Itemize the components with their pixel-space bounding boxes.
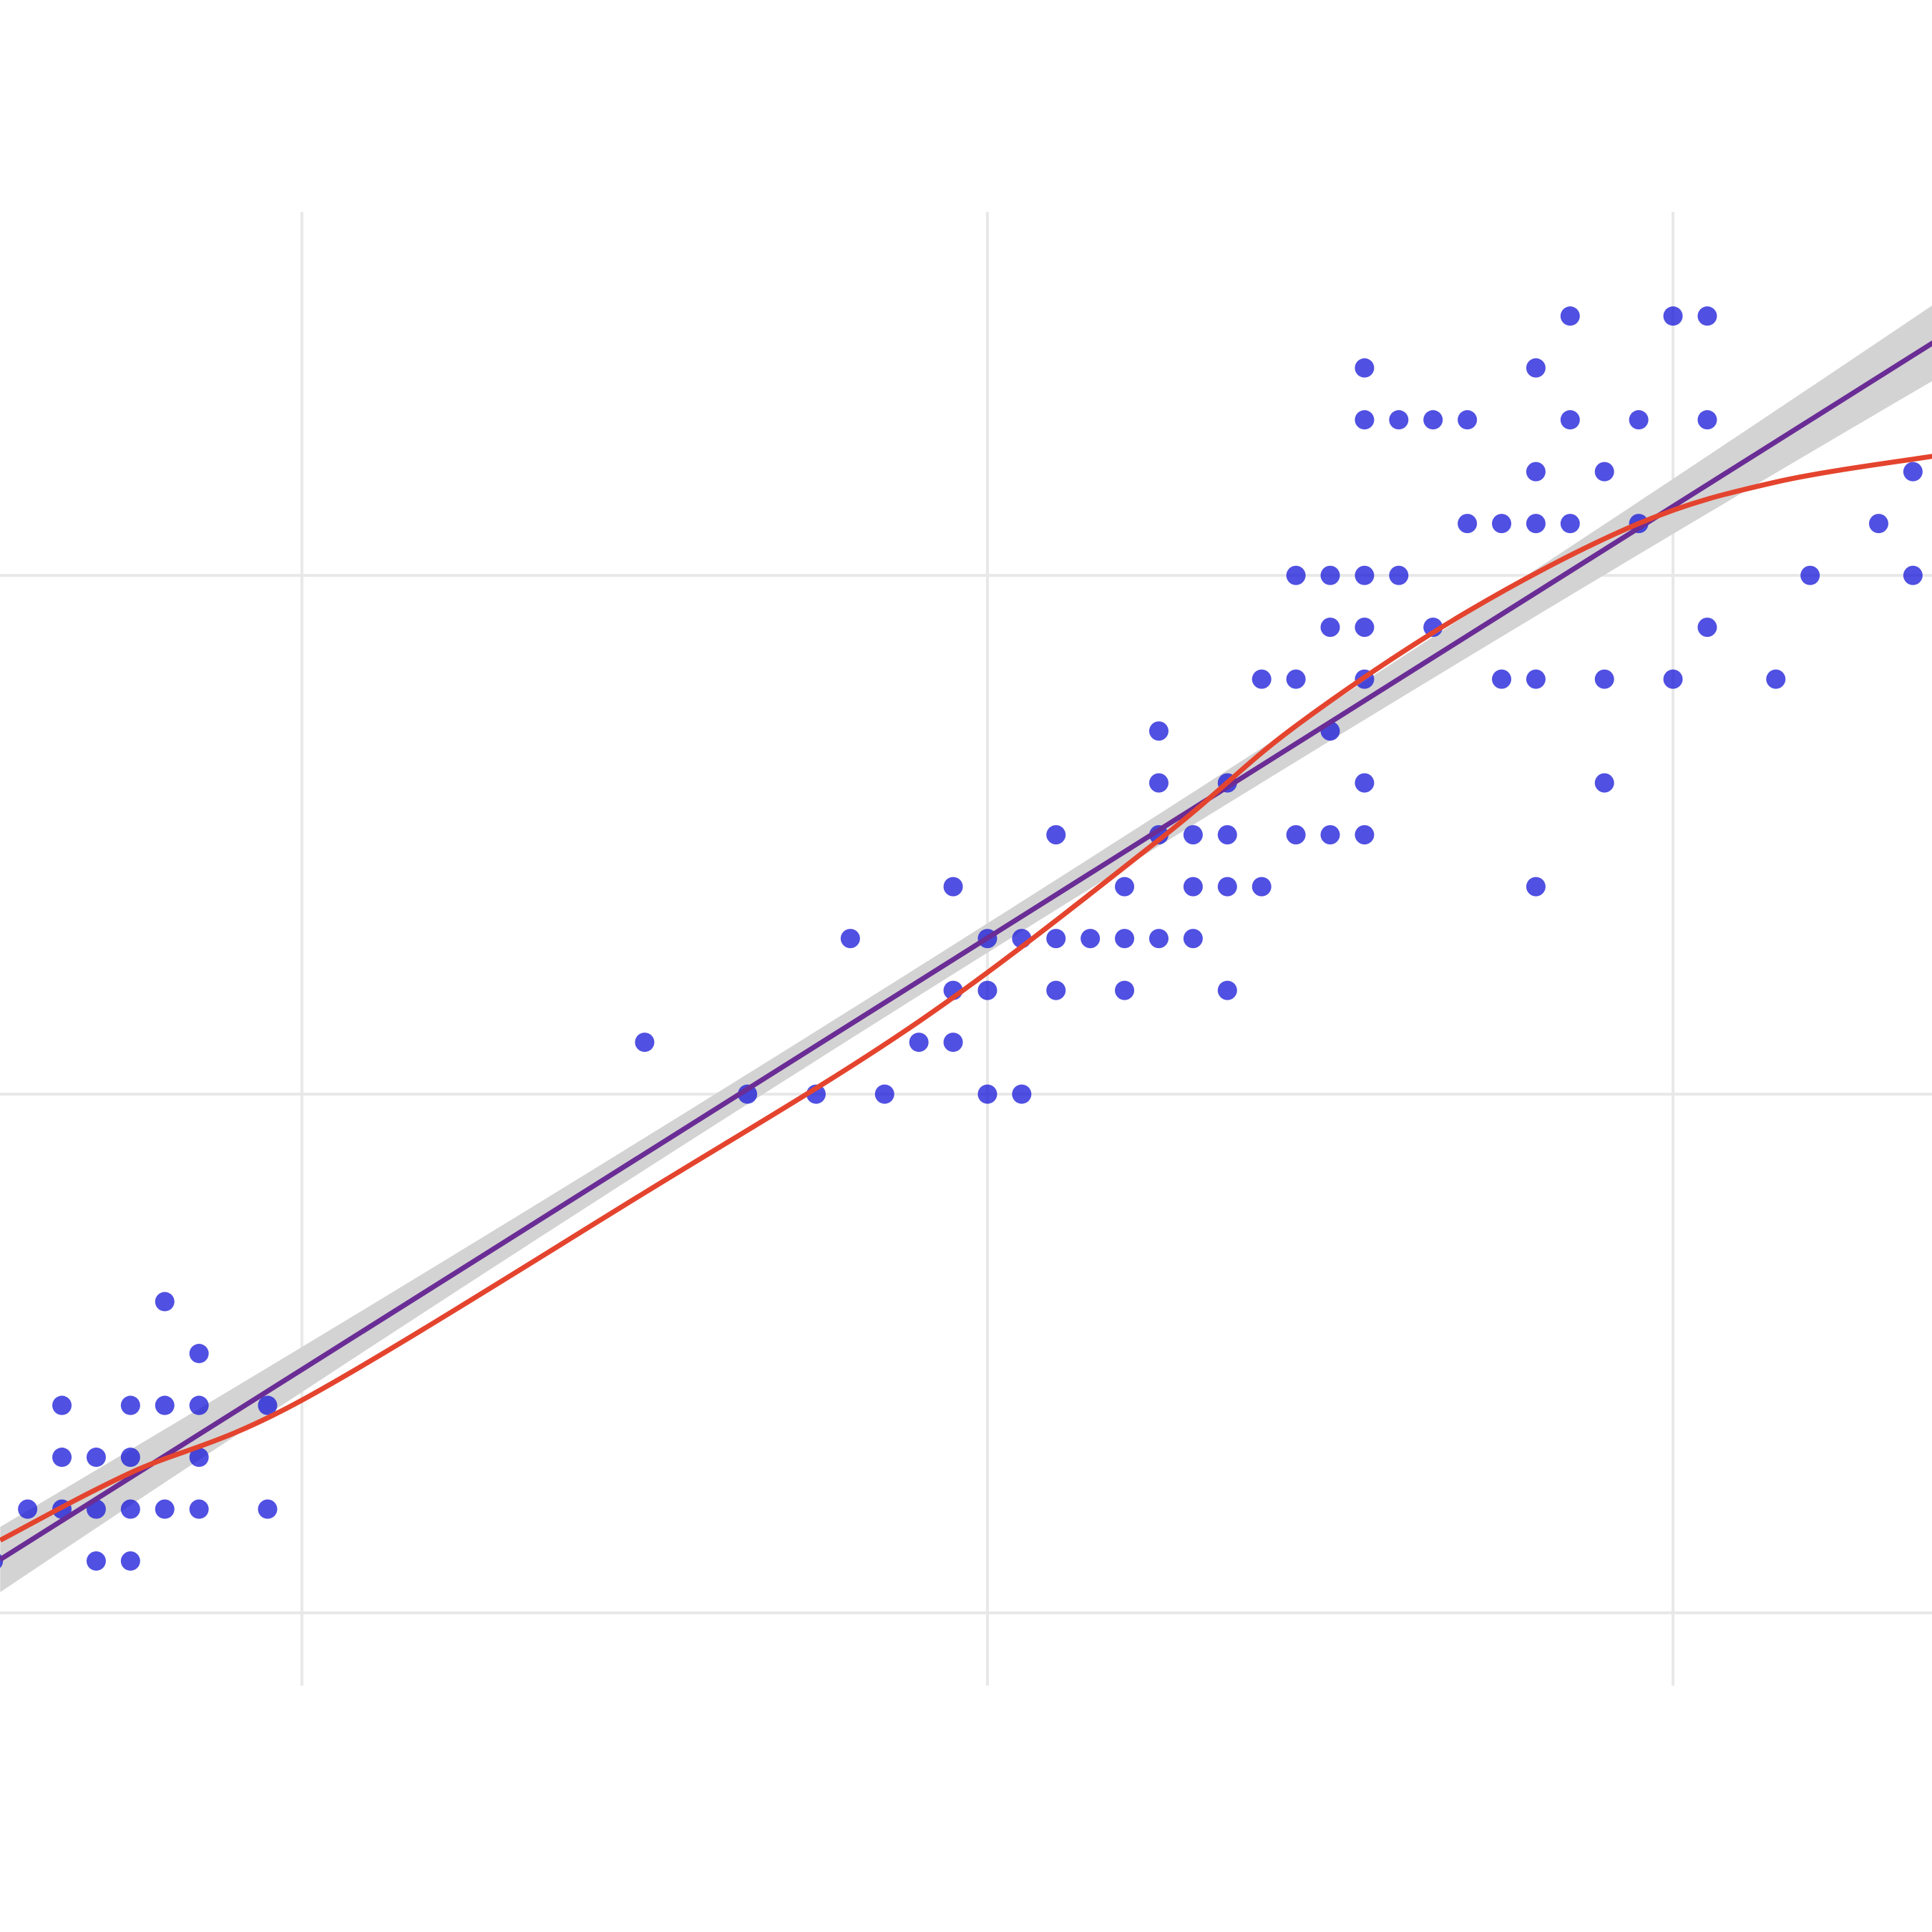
data-point — [1663, 306, 1683, 326]
data-point — [1594, 669, 1614, 689]
data-point — [1046, 980, 1066, 1000]
data-point — [1423, 410, 1443, 430]
data-point — [120, 1551, 140, 1571]
data-point — [120, 1395, 140, 1415]
data-point — [1320, 825, 1340, 845]
data-point — [1663, 669, 1683, 689]
data-point — [1526, 462, 1546, 482]
data-point — [52, 1448, 72, 1468]
data-point — [1115, 980, 1135, 1000]
data-point — [1594, 773, 1614, 793]
data-point — [1766, 669, 1786, 689]
data-point — [189, 1344, 209, 1364]
data-point — [258, 1499, 278, 1519]
data-point — [1526, 877, 1546, 897]
data-point — [1492, 514, 1512, 534]
data-point — [1560, 514, 1580, 534]
data-point — [189, 1448, 209, 1468]
linear-fit-line — [0, 340, 1932, 1562]
data-point — [155, 1499, 175, 1519]
smooth-fit-line — [0, 454, 1932, 1543]
fit-lines — [0, 340, 1932, 1562]
data-point — [1355, 410, 1375, 430]
data-point — [1355, 773, 1375, 793]
data-point — [1389, 565, 1409, 585]
data-point — [1526, 514, 1546, 534]
data-point — [1355, 618, 1375, 638]
data-point — [1492, 669, 1512, 689]
data-point — [1526, 358, 1546, 378]
data-point — [1046, 929, 1066, 949]
data-point — [1355, 825, 1375, 845]
data-point — [977, 1084, 997, 1104]
grid — [0, 212, 1932, 1686]
data-point — [943, 1033, 963, 1053]
data-point — [977, 980, 997, 1000]
data-point — [1148, 721, 1169, 741]
data-point — [1252, 669, 1272, 689]
data-point — [1526, 669, 1546, 689]
data-point — [1080, 929, 1101, 949]
data-point — [1286, 669, 1306, 689]
data-point — [1458, 514, 1478, 534]
data-point — [1286, 565, 1306, 585]
data-point — [1183, 877, 1203, 897]
data-point — [1355, 358, 1375, 378]
data-point — [155, 1292, 175, 1312]
data-point — [18, 1499, 38, 1519]
points — [0, 306, 1923, 1571]
data-point — [1697, 618, 1717, 638]
data-point — [1148, 929, 1169, 949]
data-point — [1355, 565, 1375, 585]
data-point — [1629, 410, 1649, 430]
data-point — [1012, 1084, 1032, 1104]
data-point — [1148, 773, 1169, 793]
data-point — [155, 1395, 175, 1415]
data-point — [120, 1448, 140, 1468]
data-point — [1286, 825, 1306, 845]
confidence-band — [0, 306, 1932, 1592]
data-point — [874, 1084, 894, 1104]
data-point — [1183, 825, 1203, 845]
data-point — [1560, 306, 1580, 326]
data-point — [189, 1395, 209, 1415]
data-point — [1115, 929, 1135, 949]
data-point — [120, 1499, 140, 1519]
data-point — [86, 1448, 106, 1468]
data-point — [1903, 462, 1923, 482]
data-point — [1115, 877, 1135, 897]
data-point — [635, 1033, 655, 1053]
data-point — [943, 877, 963, 897]
data-point — [1389, 410, 1409, 430]
data-point — [840, 929, 860, 949]
data-point — [1046, 825, 1066, 845]
data-point — [1183, 929, 1203, 949]
data-point — [1217, 980, 1237, 1000]
data-point — [86, 1551, 106, 1571]
confidence-band-area — [0, 306, 1932, 1592]
data-point — [1320, 565, 1340, 585]
data-point — [1217, 825, 1237, 845]
data-point — [1217, 877, 1237, 897]
data-point — [1560, 410, 1580, 430]
data-point — [1903, 565, 1923, 585]
data-point — [1458, 410, 1478, 430]
data-point — [1868, 514, 1888, 534]
data-point — [1320, 618, 1340, 638]
data-point — [1697, 410, 1717, 430]
data-point — [909, 1033, 929, 1053]
data-point — [1594, 462, 1614, 482]
data-point — [1697, 306, 1717, 326]
data-point — [52, 1395, 72, 1415]
data-point — [1252, 877, 1272, 897]
data-point — [1800, 565, 1820, 585]
data-point — [258, 1395, 278, 1415]
data-point — [189, 1499, 209, 1519]
